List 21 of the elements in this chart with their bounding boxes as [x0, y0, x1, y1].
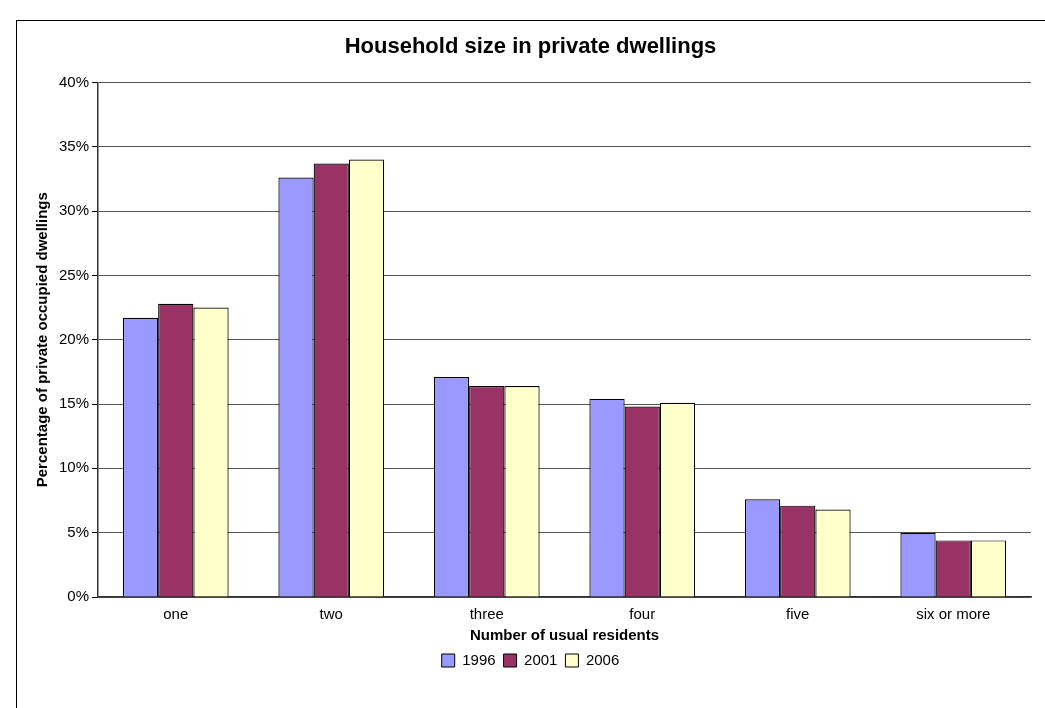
x-tick-label: three [469, 605, 504, 623]
x-tick-label: six or more [916, 605, 991, 623]
y-axis-title: Percentage of private occupied dwellings [33, 192, 51, 488]
x-tick-label: one [163, 605, 189, 623]
x-tick-label: two [319, 605, 343, 623]
y-tick-label: 5% [67, 522, 90, 540]
y-tick-label: 15% [58, 394, 90, 412]
chart-title: Household size in private dwellings [344, 33, 717, 59]
y-tick-label: 35% [58, 136, 90, 154]
x-tick-label: four [629, 605, 656, 623]
y-tick-label: 30% [58, 201, 90, 219]
y-tick-label: 20% [58, 329, 90, 347]
legend-label: 2006 [585, 650, 620, 668]
y-tick-label: 25% [58, 265, 90, 283]
legend-label: 2001 [524, 650, 558, 668]
y-tick-label: 0% [67, 587, 90, 605]
x-tick-label: five [786, 605, 810, 623]
y-tick-label: 10% [58, 458, 90, 476]
y-tick-label: 40% [58, 72, 90, 90]
x-axis-title: Number of usual residents [469, 626, 660, 644]
legend-label: 1996 [462, 650, 496, 668]
